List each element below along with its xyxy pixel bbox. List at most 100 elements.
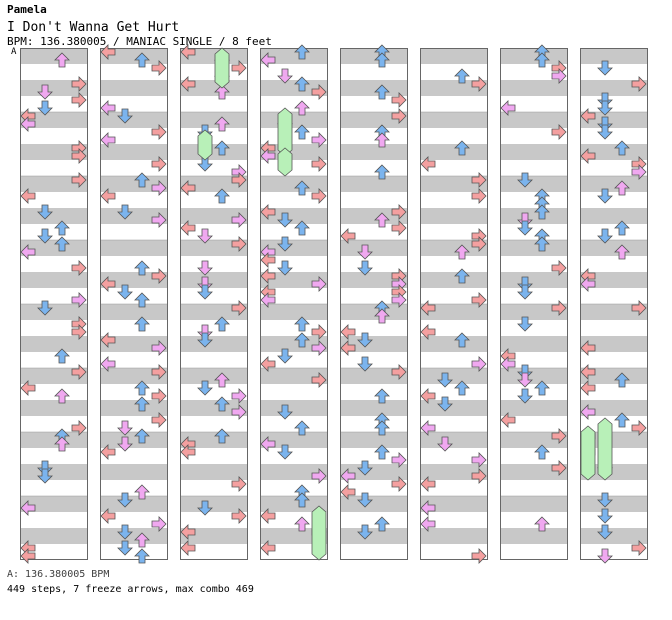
step-arrow: [54, 348, 70, 364]
step-arrow: [391, 92, 407, 108]
step-arrow: [20, 500, 36, 516]
step-arrow: [71, 92, 87, 108]
step-arrow: [374, 84, 390, 100]
step-arrow: [311, 188, 327, 204]
step-arrow: [534, 204, 550, 220]
step-arrow: [294, 220, 310, 236]
step-arrow: [214, 188, 230, 204]
step-arrow: [597, 508, 613, 524]
step-arrow: [437, 436, 453, 452]
step-arrow: [631, 164, 647, 180]
step-arrow: [294, 516, 310, 532]
step-arrow: [260, 52, 276, 68]
step-arrow: [180, 540, 196, 556]
step-arrow: [340, 340, 356, 356]
step-arrow: [374, 52, 390, 68]
step-arrow: [260, 508, 276, 524]
step-arrow: [180, 180, 196, 196]
step-arrow: [357, 260, 373, 276]
step-arrow: [214, 372, 230, 388]
step-arrow: [260, 292, 276, 308]
step-arrow: [294, 420, 310, 436]
step-arrow: [631, 300, 647, 316]
step-arrow: [357, 356, 373, 372]
step-arrow: [391, 204, 407, 220]
step-arrow: [420, 516, 436, 532]
step-arrow: [471, 548, 487, 564]
step-arrow: [117, 204, 133, 220]
step-arrow: [420, 500, 436, 516]
step-arrow: [471, 172, 487, 188]
step-arrow: [580, 276, 596, 292]
step-arrow: [294, 76, 310, 92]
step-arrow: [277, 68, 293, 84]
step-arrow: [277, 444, 293, 460]
step-arrow: [391, 108, 407, 124]
step-arrow: [37, 204, 53, 220]
step-arrow: [580, 108, 596, 124]
step-arrow: [294, 44, 310, 60]
step-arrow: [180, 76, 196, 92]
step-arrow: [517, 316, 533, 332]
step-arrow: [391, 364, 407, 380]
step-arrow: [117, 524, 133, 540]
step-arrow: [197, 332, 213, 348]
step-arrow: [391, 220, 407, 236]
step-arrow: [134, 548, 150, 564]
step-arrow: [20, 188, 36, 204]
step-arrow: [197, 260, 213, 276]
step-arrow: [260, 268, 276, 284]
step-arrow: [311, 468, 327, 484]
step-arrow: [614, 140, 630, 156]
step-arrow: [517, 212, 533, 228]
step-arrow: [151, 412, 167, 428]
step-arrow: [294, 180, 310, 196]
step-arrow: [614, 372, 630, 388]
step-arrow: [197, 276, 213, 292]
freeze-arrow-4: [277, 147, 293, 177]
step-arrow: [420, 300, 436, 316]
step-arrow: [71, 364, 87, 380]
step-arrow: [471, 236, 487, 252]
step-arrow: [391, 292, 407, 308]
step-arrow: [197, 500, 213, 516]
step-arrow: [374, 388, 390, 404]
chart-column-3: [180, 48, 248, 560]
step-arrow: [420, 156, 436, 172]
step-arrow: [311, 324, 327, 340]
step-arrow: [517, 172, 533, 188]
step-arrow: [277, 260, 293, 276]
step-arrow: [597, 116, 613, 132]
step-arrow: [374, 164, 390, 180]
step-arrow: [71, 148, 87, 164]
step-arrow: [357, 492, 373, 508]
step-arrow: [311, 156, 327, 172]
step-arrow: [597, 92, 613, 108]
step-arrow: [151, 180, 167, 196]
step-arrow: [100, 132, 116, 148]
step-arrow: [37, 468, 53, 484]
step-arrow: [471, 76, 487, 92]
step-arrow: [517, 364, 533, 380]
step-arrow: [597, 124, 613, 140]
step-arrow: [151, 364, 167, 380]
step-arrow: [231, 388, 247, 404]
step-arrow: [597, 60, 613, 76]
step-arrow: [614, 220, 630, 236]
step-chart: [20, 44, 648, 564]
step-arrow: [134, 396, 150, 412]
step-arrow: [517, 284, 533, 300]
step-arrow: [534, 444, 550, 460]
step-arrow: [134, 532, 150, 548]
step-arrow: [311, 276, 327, 292]
step-arrow: [134, 484, 150, 500]
step-arrow: [471, 188, 487, 204]
step-arrow: [420, 324, 436, 340]
step-arrow: [20, 380, 36, 396]
step-arrow: [214, 428, 230, 444]
freeze-arrow-3: [197, 129, 213, 161]
step-arrow: [597, 548, 613, 564]
step-arrow: [117, 420, 133, 436]
step-arrow: [231, 300, 247, 316]
step-arrow: [614, 412, 630, 428]
